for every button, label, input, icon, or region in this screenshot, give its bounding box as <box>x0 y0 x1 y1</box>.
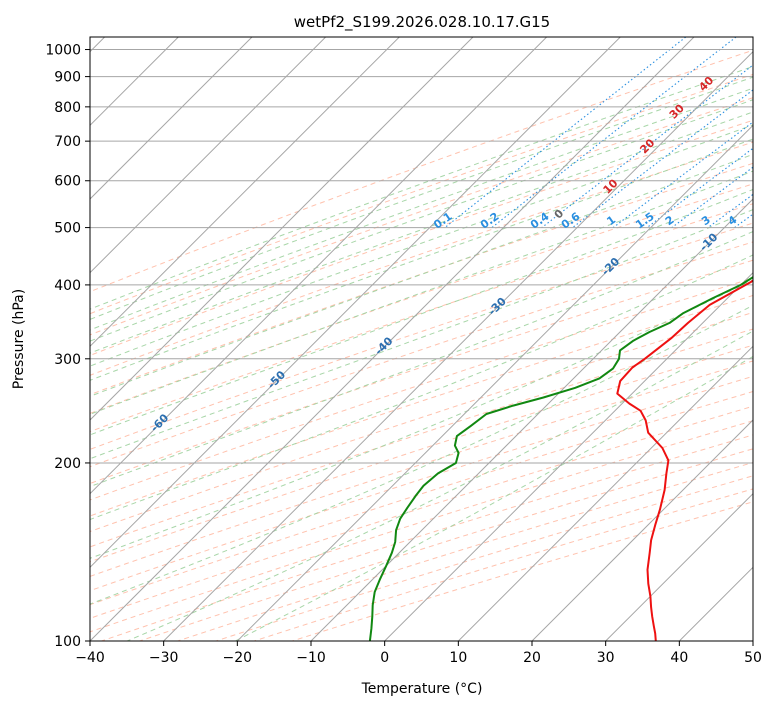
mixing-ratio-label: 4 <box>726 213 740 228</box>
x-tick-label: 20 <box>523 650 541 666</box>
mixing-ratio-label: 2 <box>663 213 677 228</box>
moist-adiabat <box>90 76 753 320</box>
isotherm-line <box>604 492 753 641</box>
dry-adiabat <box>290 501 753 641</box>
x-tick-label: −20 <box>223 650 253 666</box>
mixing-ratio-label: 0.2 <box>478 210 501 232</box>
isotherm-line <box>678 566 753 641</box>
y-axis: 100 200 300 400 500 600 700 800 900 1000 <box>45 43 90 650</box>
isotherm-line <box>310 198 753 641</box>
isotherm-line <box>90 37 548 495</box>
y-tick-label: 800 <box>54 100 81 116</box>
x-axis-label: Temperature (°C) <box>361 681 483 697</box>
isotherm-line <box>162 50 753 641</box>
isotherm-line <box>236 124 753 641</box>
isotherm-label: -60 <box>148 411 171 434</box>
moist-adiabat <box>90 65 753 310</box>
x-tick-label: 40 <box>670 650 688 666</box>
mixing-ratio-label: 1 <box>604 213 618 228</box>
isotherm-line <box>90 37 253 200</box>
moist-adiabat <box>235 355 753 641</box>
background-lines <box>90 37 753 641</box>
moist-adiabat <box>90 254 753 521</box>
dry-adiabat <box>90 222 753 450</box>
isotherm-line <box>90 37 401 348</box>
x-tick-label: −10 <box>296 650 326 666</box>
moist-adiabat <box>90 138 753 381</box>
chart-title: wetPf2_S199.2026.028.10.17.G15 <box>294 13 550 32</box>
isotherm-label: -70 <box>24 462 47 485</box>
y-tick-label: 200 <box>54 456 81 472</box>
x-tick-label: 50 <box>744 650 762 666</box>
mixing-ratio-line <box>491 37 737 229</box>
moist-adiabat <box>127 330 753 641</box>
x-axis: −40 −30 −20 −10 0 10 20 30 40 50 <box>75 641 762 666</box>
y-tick-label: 500 <box>54 221 81 237</box>
dry-adiabat <box>90 344 753 563</box>
mixing-ratio-line <box>444 37 687 229</box>
mixing-ratio-label: 6 <box>765 213 775 228</box>
dry-adiabat <box>252 488 753 641</box>
isotherm-line <box>90 37 327 274</box>
y-tick-label: 1000 <box>45 43 81 59</box>
isotherm-label: -30 <box>486 295 509 318</box>
dry-adiabat <box>90 141 753 376</box>
y-tick-label: 900 <box>54 70 81 86</box>
dewpoint-profile-line <box>368 276 753 641</box>
grid-lines <box>90 37 753 641</box>
temperature-profile-line <box>616 279 753 641</box>
y-tick-label: 600 <box>54 174 81 190</box>
dry-adiabat <box>90 241 753 468</box>
moist-adiabat <box>90 170 753 415</box>
isotherm-label: -20 <box>599 255 622 278</box>
isotherm-line <box>383 271 753 641</box>
plot-frame <box>89 36 754 642</box>
isotherm-label: -10 <box>697 230 720 253</box>
x-tick-label: 30 <box>597 650 615 666</box>
y-axis-label: Pressure (hPa) <box>11 289 27 389</box>
isotherm-line <box>531 419 753 641</box>
y-tick-label: 300 <box>54 352 81 368</box>
mixing-ratio-line <box>671 166 753 229</box>
dry-adiabat <box>90 391 753 606</box>
dry-adiabat <box>90 277 753 501</box>
x-tick-label: −30 <box>149 650 179 666</box>
isotherm-line <box>752 640 753 641</box>
moist-adiabat <box>90 99 753 342</box>
dry-adiabat <box>90 49 753 293</box>
isotherm-line <box>90 37 695 641</box>
dry-adiabat <box>90 183 753 414</box>
moist-adiabat <box>90 153 753 397</box>
mixing-ratio-line <box>541 64 753 229</box>
isotherm-line <box>457 345 753 641</box>
dry-adiabat <box>90 119 753 356</box>
moist-adiabat <box>90 124 753 367</box>
mixing-ratio-line <box>612 121 753 229</box>
isotherm-label: -40 <box>372 334 395 357</box>
moist-adiabat <box>90 111 753 354</box>
x-tick-label: 0 <box>380 650 389 666</box>
y-tick-label: 400 <box>54 278 81 294</box>
dry-adiabat <box>90 97 753 336</box>
series-layer <box>368 276 753 641</box>
dry-adiabat <box>90 328 753 548</box>
y-tick-label: 100 <box>54 634 81 650</box>
x-tick-label: −40 <box>75 650 105 666</box>
moist-adiabat-label: 30 <box>667 101 687 121</box>
isotherm-line <box>90 37 474 421</box>
isotherm-line <box>90 37 622 569</box>
y-tick-label: 700 <box>54 134 81 150</box>
x-tick-label: 10 <box>449 650 467 666</box>
moist-adiabat-label: 10 <box>601 176 621 196</box>
dry-adiabat <box>90 294 753 517</box>
isotherm-label: -50 <box>265 368 288 391</box>
